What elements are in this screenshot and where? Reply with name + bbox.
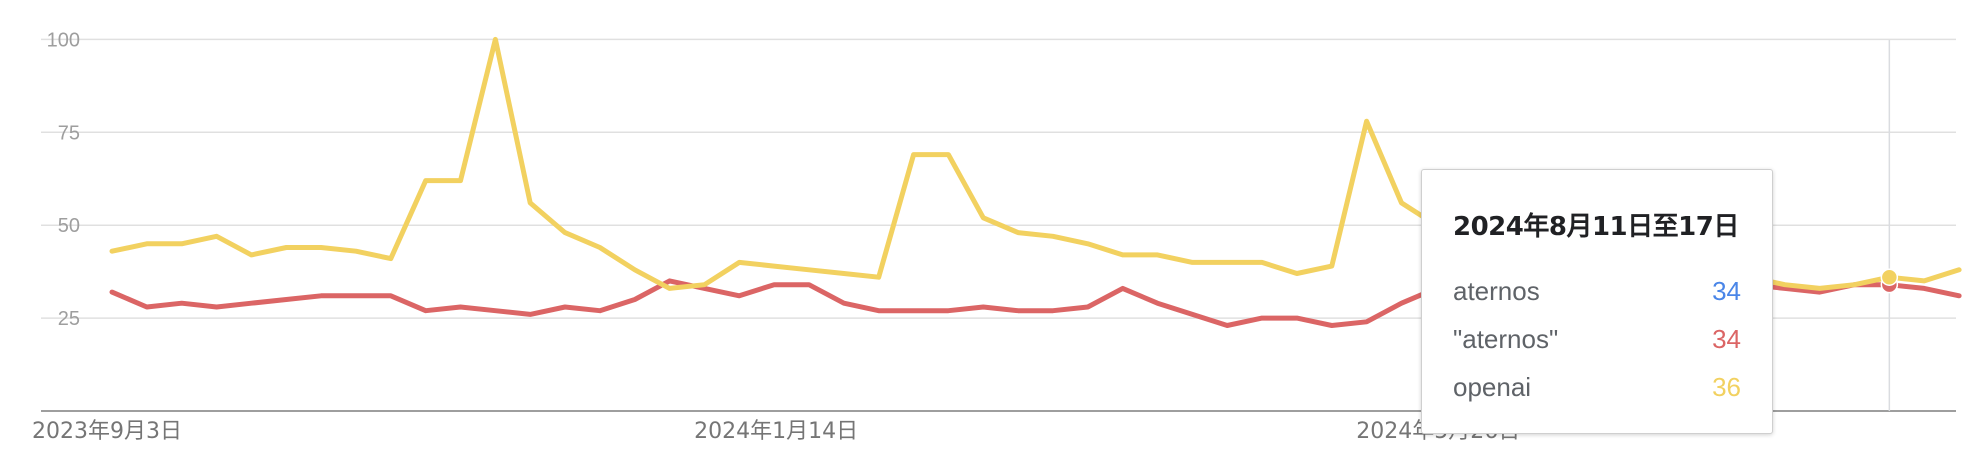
x-tick-label: 2024年1月14日 xyxy=(694,419,858,444)
tooltip-date: 2024年8月11日至17日 xyxy=(1453,212,1739,242)
tooltip-row-name: aternos xyxy=(1453,275,1540,306)
tooltip-row-quoted-aternos: "aternos" 34 xyxy=(1453,323,1741,355)
tooltip-row-value: 36 xyxy=(1712,371,1741,402)
hover-marker-openai xyxy=(1880,268,1899,286)
y-tick-label: 25 xyxy=(58,308,80,330)
tooltip-row-name: "aternos" xyxy=(1453,323,1559,354)
tooltip-row-openai: openai 36 xyxy=(1453,371,1741,403)
data-tooltip: 2024年8月11日至17日 aternos 34 "aternos" 34 o… xyxy=(1421,169,1773,434)
tooltip-row-value: 34 xyxy=(1712,275,1741,306)
tooltip-row-name: openai xyxy=(1453,371,1532,402)
y-axis-labels: 25 50 75 100 xyxy=(47,29,80,330)
hover-markers xyxy=(1880,268,1899,294)
tooltip-row-aternos: aternos 34 xyxy=(1453,275,1741,307)
y-tick-label: 75 xyxy=(58,122,80,144)
x-axis-labels: 2023年9月3日2024年1月14日2024年5月26日 xyxy=(32,419,1520,444)
y-tick-label: 50 xyxy=(58,215,80,237)
tooltip-row-value: 34 xyxy=(1712,323,1741,354)
x-tick-label: 2023年9月3日 xyxy=(32,419,182,444)
y-tick-label: 100 xyxy=(47,29,80,51)
